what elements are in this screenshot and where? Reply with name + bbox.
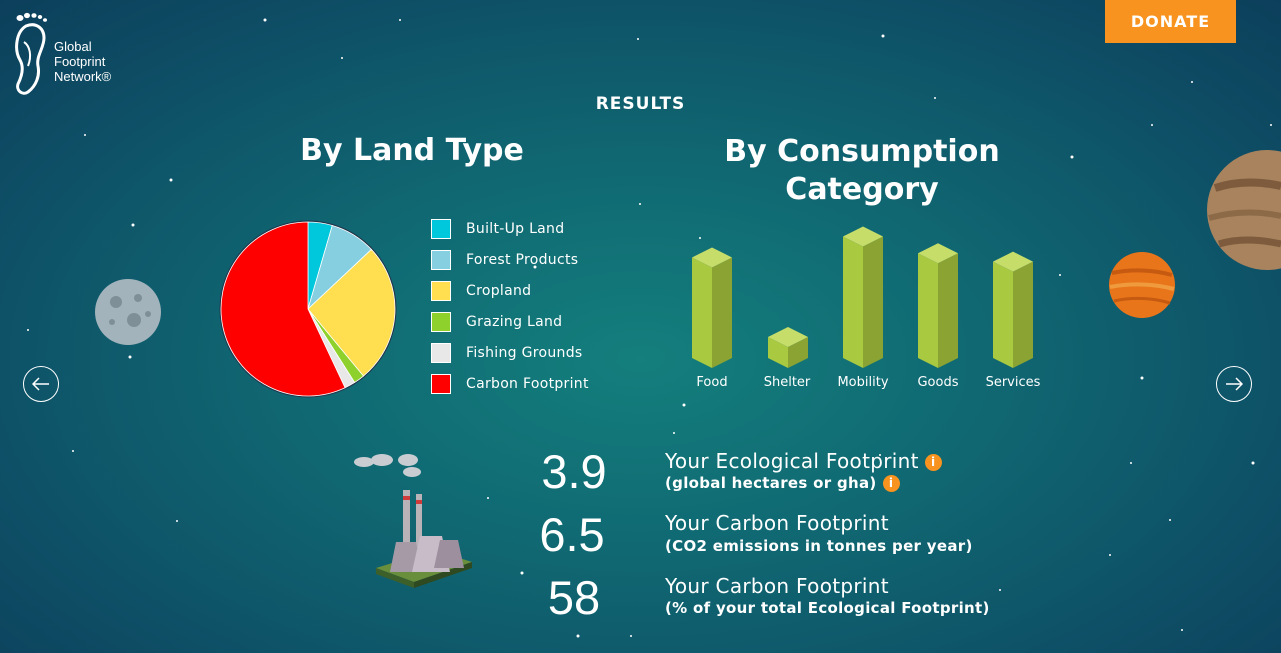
legend-item: Grazing Land <box>431 306 589 337</box>
global-footprint-network-logo[interactable]: Global Footprint Network® <box>14 12 111 96</box>
bar-mobility[interactable] <box>843 226 883 369</box>
legend-item: Fishing Grounds <box>431 337 589 368</box>
bar-label-mobility: Mobility <box>837 375 889 390</box>
ecological-footprint-subtitle-text: (global hectares or gha) <box>665 474 877 492</box>
ecological-footprint-subtitle: (global hectares or gha) i <box>665 474 900 492</box>
ecological-footprint-title-text: Your Ecological Footprint <box>665 449 919 473</box>
bar-shelter[interactable] <box>768 327 808 368</box>
land-type-heading: By Land Type <box>300 133 524 168</box>
carbon-footprint-tonnes-value: 6.5 <box>539 508 605 561</box>
ecological-footprint-title: Your Ecological Footprint i <box>665 449 942 473</box>
legend-item: Carbon Footprint <box>431 368 589 399</box>
bar-label-food: Food <box>696 375 728 390</box>
legend-item: Cropland <box>431 275 589 306</box>
factory-illustration <box>354 454 472 588</box>
bar-label-services: Services <box>985 375 1041 390</box>
consumption-heading-line-1: By Consumption <box>724 134 1000 169</box>
legend-swatch <box>431 249 451 270</box>
arrow-right-icon <box>1226 377 1243 391</box>
carbon-footprint-percent-value: 58 <box>547 571 601 624</box>
arrow-left-icon <box>32 377 49 391</box>
orange-planet <box>1109 252 1175 318</box>
carbon-footprint-tonnes-title: Your Carbon Footprint <box>665 511 889 535</box>
pie-slice-carbon-footprint[interactable] <box>220 221 346 397</box>
legend-label: Fishing Grounds <box>466 344 583 361</box>
previous-button[interactable] <box>23 366 59 402</box>
footprint-logo-icon <box>15 12 47 95</box>
logo-text: Global Footprint Network® <box>54 39 111 84</box>
next-button[interactable] <box>1216 366 1252 402</box>
land-type-legend: Built-Up Land Forest Products Cropland G… <box>431 213 589 399</box>
bar-label-shelter: Shelter <box>763 375 811 390</box>
carbon-footprint-percent-subtitle: (% of your total Ecological Footprint) <box>665 599 990 617</box>
legend-label: Carbon Footprint <box>466 375 589 392</box>
legend-label: Grazing Land <box>466 313 563 330</box>
bar-food[interactable] <box>692 247 732 368</box>
moon-planet <box>95 279 161 345</box>
legend-label: Forest Products <box>466 251 579 268</box>
legend-swatch <box>431 342 451 363</box>
carbon-footprint-percent-title: Your Carbon Footprint <box>665 574 889 598</box>
legend-swatch <box>431 218 451 239</box>
info-icon[interactable]: i <box>882 475 900 492</box>
consumption-heading-line-2: Category <box>785 172 939 207</box>
legend-label: Built-Up Land <box>466 220 565 237</box>
legend-item: Built-Up Land <box>431 213 589 244</box>
bar-goods[interactable] <box>918 243 958 368</box>
bar-label-goods: Goods <box>917 375 959 390</box>
results-title: RESULTS <box>595 94 686 114</box>
consumption-heading: By Consumption Category <box>700 133 1024 209</box>
consumption-bar-chart <box>692 226 1033 369</box>
legend-swatch <box>431 311 451 332</box>
brown-planet <box>1207 150 1281 270</box>
legend-swatch <box>431 280 451 301</box>
legend-label: Cropland <box>466 282 532 299</box>
logo-line-2: Footprint <box>54 54 106 69</box>
pie-slice-cropland[interactable] <box>307 248 396 377</box>
ecological-footprint-value: 3.9 <box>541 445 607 498</box>
carbon-footprint-tonnes-subtitle: (CO2 emissions in tonnes per year) <box>665 537 973 555</box>
logo-line-1: Global <box>54 39 92 54</box>
bar-services[interactable] <box>993 251 1033 368</box>
logo-line-3: Network® <box>54 69 112 84</box>
land-type-pie-chart <box>219 220 397 398</box>
legend-item: Forest Products <box>431 244 589 275</box>
legend-swatch <box>431 373 451 394</box>
info-icon[interactable]: i <box>924 454 942 471</box>
donate-button[interactable]: DONATE <box>1105 0 1236 43</box>
